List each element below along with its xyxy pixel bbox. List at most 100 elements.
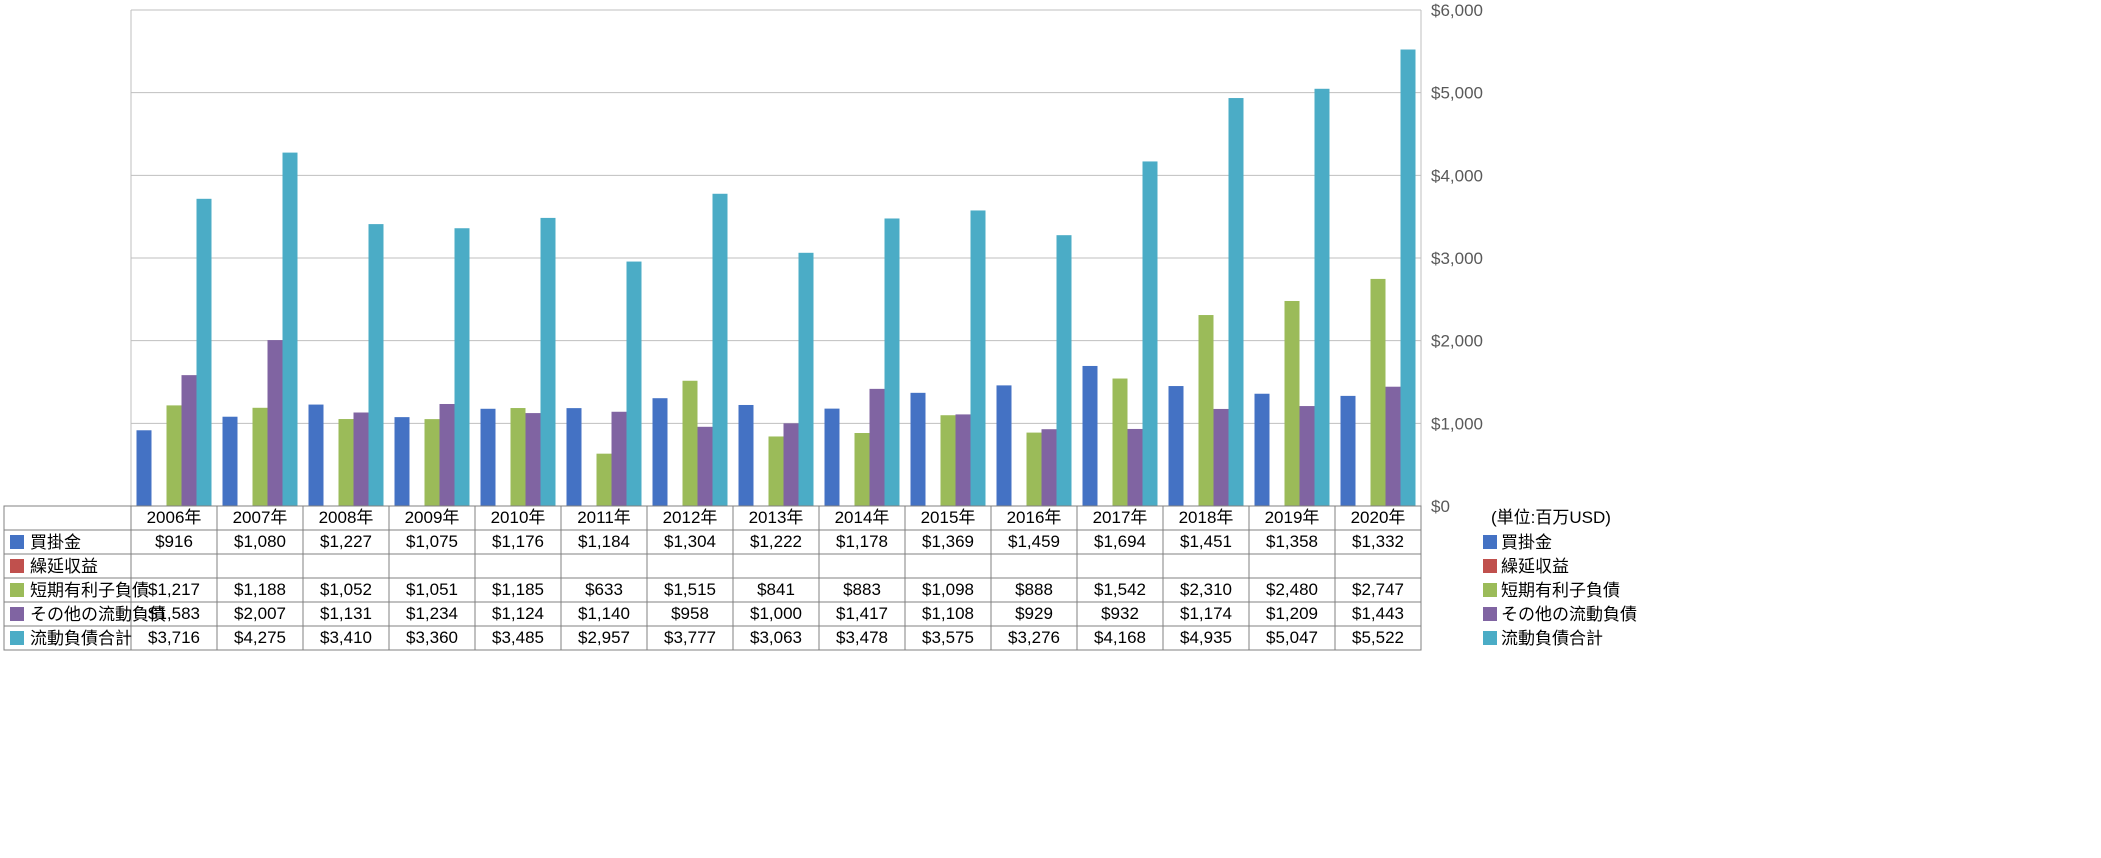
svg-text:$841: $841 [757,580,795,599]
series-label: 買掛金 [30,533,81,552]
svg-text:$3,575: $3,575 [922,628,974,647]
bar [137,430,152,506]
series-label: 短期有利子負債 [30,581,149,600]
svg-text:$6,000: $6,000 [1431,1,1483,20]
svg-text:$1,369: $1,369 [922,532,974,551]
legend-label-right: 買掛金 [1501,533,1552,552]
bar [339,419,354,506]
legend-marker-right [1483,535,1497,549]
legend-marker-right [1483,607,1497,621]
bar [885,218,900,506]
svg-text:$2,480: $2,480 [1266,580,1318,599]
svg-text:2009年: 2009年 [405,508,460,527]
bar [825,409,840,506]
bar [1199,315,1214,506]
svg-text:$1,222: $1,222 [750,532,802,551]
bar [698,427,713,506]
bar [354,413,369,506]
svg-text:$2,000: $2,000 [1431,332,1483,351]
bar [1083,366,1098,506]
svg-text:$3,063: $3,063 [750,628,802,647]
legend-marker [10,607,24,621]
bar [253,408,268,506]
bar [1371,279,1386,506]
bar [455,228,470,506]
svg-text:$5,522: $5,522 [1352,628,1404,647]
bar [197,199,212,506]
svg-text:$1,174: $1,174 [1180,604,1232,623]
svg-text:$3,410: $3,410 [320,628,372,647]
svg-text:2019年: 2019年 [1265,508,1320,527]
svg-text:2020年: 2020年 [1351,508,1406,527]
bar [425,419,440,506]
svg-text:$3,716: $3,716 [148,628,200,647]
svg-text:$0: $0 [1431,497,1450,516]
bar [971,210,986,506]
svg-text:$1,459: $1,459 [1008,532,1060,551]
svg-text:2006年: 2006年 [147,508,202,527]
bar [713,194,728,506]
svg-text:$3,360: $3,360 [406,628,458,647]
bar [1143,161,1158,506]
bar [769,436,784,506]
svg-text:2018年: 2018年 [1179,508,1234,527]
bar [784,423,799,506]
legend-label-right: その他の流動負債 [1501,605,1637,624]
bar [541,218,556,506]
svg-text:$1,515: $1,515 [664,580,716,599]
bar [283,153,298,506]
svg-text:$1,332: $1,332 [1352,532,1404,551]
svg-text:$1,217: $1,217 [148,580,200,599]
bar [1315,89,1330,506]
svg-text:$1,451: $1,451 [1180,532,1232,551]
bar [309,405,324,506]
bar [1300,406,1315,506]
svg-text:$1,304: $1,304 [664,532,716,551]
svg-text:$1,443: $1,443 [1352,604,1404,623]
bar [567,408,582,506]
svg-text:$1,188: $1,188 [234,580,286,599]
svg-text:$5,000: $5,000 [1431,84,1483,103]
svg-text:$1,694: $1,694 [1094,532,1146,551]
bar [1401,50,1416,506]
bar [597,454,612,506]
svg-text:$958: $958 [671,604,709,623]
bar [683,381,698,506]
bar [1113,379,1128,506]
svg-text:$1,178: $1,178 [836,532,888,551]
bar [1027,433,1042,506]
svg-text:$4,168: $4,168 [1094,628,1146,647]
legend-marker-right [1483,583,1497,597]
bar [739,405,754,506]
bar [855,433,870,506]
svg-text:2015年: 2015年 [921,508,976,527]
svg-text:$5,047: $5,047 [1266,628,1318,647]
legend-marker [10,583,24,597]
svg-text:$4,275: $4,275 [234,628,286,647]
svg-text:2008年: 2008年 [319,508,374,527]
svg-text:2017年: 2017年 [1093,508,1148,527]
bar [369,224,384,506]
svg-text:2013年: 2013年 [749,508,804,527]
bar [1341,396,1356,506]
bar [440,404,455,506]
svg-text:$1,000: $1,000 [1431,414,1483,433]
bar [627,262,642,506]
svg-text:$916: $916 [155,532,193,551]
bar [941,415,956,506]
legend-marker [10,559,24,573]
svg-text:$1,542: $1,542 [1094,580,1146,599]
svg-text:2007年: 2007年 [233,508,288,527]
svg-text:$1,185: $1,185 [492,580,544,599]
legend-label-right: 流動負債合計 [1501,629,1603,648]
svg-text:$932: $932 [1101,604,1139,623]
svg-text:$1,583: $1,583 [148,604,200,623]
svg-text:$1,052: $1,052 [320,580,372,599]
bar [1285,301,1300,506]
svg-text:$1,176: $1,176 [492,532,544,551]
svg-text:$2,310: $2,310 [1180,580,1232,599]
bar [182,375,197,506]
bar [223,417,238,506]
svg-text:$1,131: $1,131 [320,604,372,623]
svg-text:2016年: 2016年 [1007,508,1062,527]
